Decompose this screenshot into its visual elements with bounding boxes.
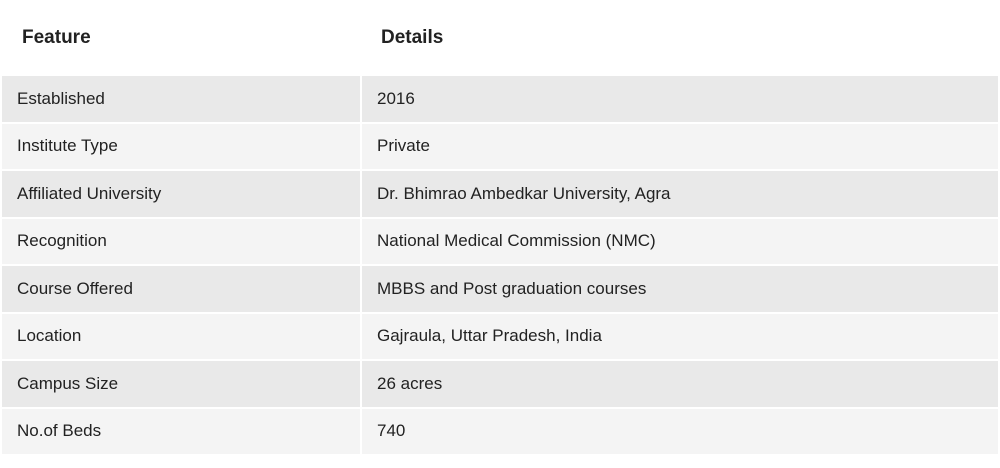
feature-cell: Campus Size bbox=[0, 359, 362, 409]
info-table: Feature Details Established 2016 Institute … bbox=[0, 0, 1000, 456]
feature-cell: Established bbox=[0, 74, 362, 124]
table-row: Established 2016 bbox=[0, 74, 1000, 124]
feature-cell: Recognition bbox=[0, 216, 362, 266]
feature-cell: Course Offered bbox=[0, 264, 362, 314]
feature-cell: No.of Beds bbox=[0, 406, 362, 456]
table-row: Recognition National Medical Commission (… bbox=[0, 216, 1000, 266]
detail-cell: 740 bbox=[360, 406, 1000, 456]
detail-cell: 26 acres bbox=[360, 359, 1000, 409]
table-row: Location Gajraula, Uttar Pradesh, India bbox=[0, 311, 1000, 361]
feature-cell: Affiliated University bbox=[0, 169, 362, 219]
table-body: Established 2016 Institute Type Private Affi… bbox=[0, 74, 1000, 456]
detail-cell: National Medical Commission (NMC) bbox=[360, 216, 1000, 266]
header-cell: Feature bbox=[0, 0, 362, 76]
detail-cell: Gajraula, Uttar Pradesh, India bbox=[360, 311, 1000, 361]
feature-cell: Institute Type bbox=[0, 121, 362, 171]
table-row: Campus Size 26 acres bbox=[0, 359, 1000, 409]
detail-cell: Dr. Bhimrao Ambedkar University, Agra bbox=[360, 169, 1000, 219]
header-cell: Details bbox=[360, 0, 1000, 76]
feature-cell: Location bbox=[0, 311, 362, 361]
table-row: No.of Beds 740 bbox=[0, 406, 1000, 456]
detail-cell: 2016 bbox=[360, 74, 1000, 124]
detail-cell: MBBS and Post graduation courses bbox=[360, 264, 1000, 314]
table-row: Course Offered MBBS and Post graduation c… bbox=[0, 264, 1000, 314]
detail-cell: Private bbox=[360, 121, 1000, 171]
header-row: Feature Details bbox=[0, 0, 1000, 76]
table-row: Institute Type Private bbox=[0, 121, 1000, 171]
table-row: Affiliated University Dr. Bhimrao Ambedka… bbox=[0, 169, 1000, 219]
table-head: Feature Details bbox=[0, 0, 1000, 76]
